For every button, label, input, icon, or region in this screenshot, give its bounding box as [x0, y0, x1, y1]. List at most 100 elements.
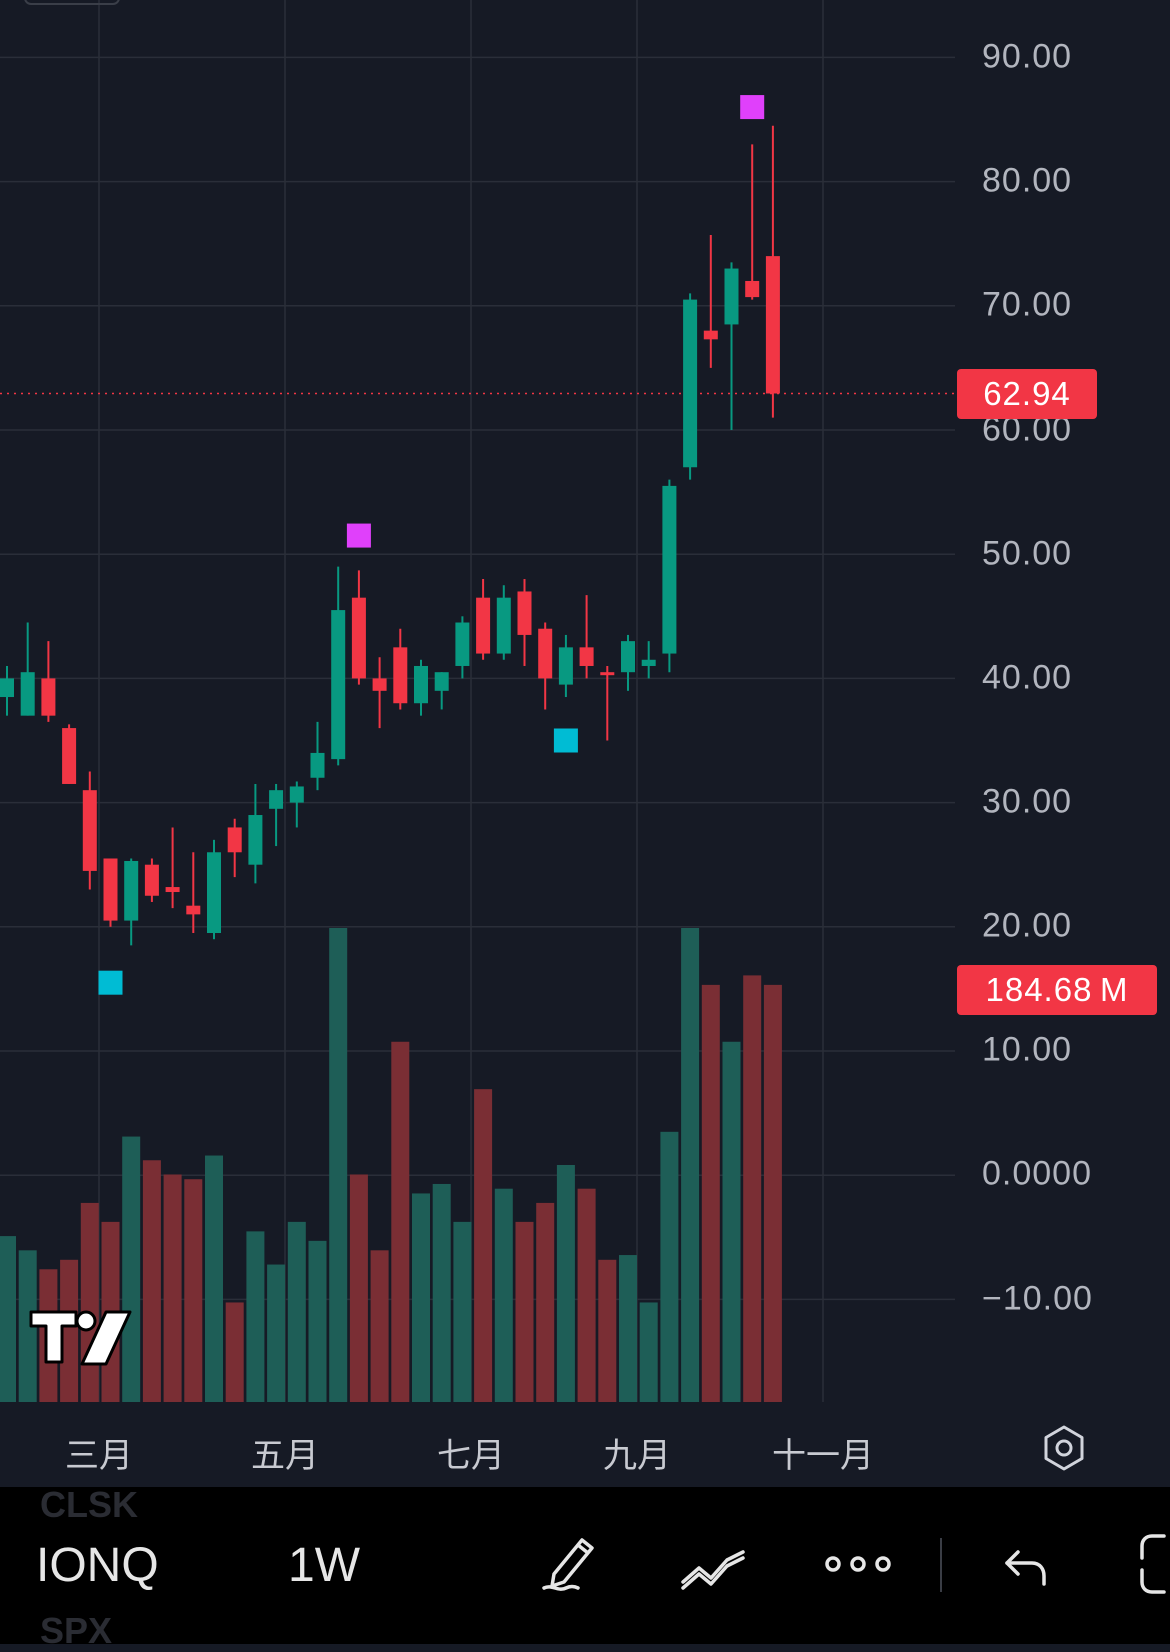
volume-bar [122, 1136, 141, 1402]
candle-body [372, 678, 387, 691]
candle-body [248, 815, 263, 865]
candle-body [227, 827, 242, 853]
volume-bar [494, 1188, 513, 1402]
low-signal-marker [98, 970, 123, 995]
candle-body [124, 860, 139, 921]
candle-body [434, 672, 449, 691]
candle-body [207, 852, 221, 934]
volume-bar [515, 1221, 534, 1402]
volume-bar [246, 1231, 265, 1402]
volume-bar [453, 1221, 472, 1402]
volume-bar [370, 1250, 389, 1402]
candle-body [558, 647, 573, 685]
candle-body [745, 280, 760, 298]
candle-body [62, 728, 77, 784]
volume-bar [701, 984, 720, 1402]
volume-bar [639, 1302, 658, 1402]
candle-body [186, 905, 201, 915]
candle-body [41, 678, 56, 716]
volume-bar [205, 1155, 223, 1402]
volume-bar [60, 1259, 79, 1402]
volume-bar [619, 1255, 637, 1402]
candle-body [600, 672, 615, 676]
candle-body [144, 864, 159, 896]
volume-bar [142, 1160, 161, 1402]
candle-body [724, 268, 739, 325]
trend-line-icon[interactable] [677, 1544, 749, 1592]
high-signal-marker [346, 523, 371, 548]
volume-label: 184.68 M [957, 965, 1157, 1015]
candle-body [517, 591, 532, 635]
ghost-symbol-above: CLSK [40, 1484, 138, 1525]
price-tick: 80.00 [982, 161, 1073, 200]
candle-body [703, 330, 718, 340]
toolbar-divider [940, 1538, 942, 1592]
price-tick: 70.00 [982, 285, 1073, 324]
candle-body [476, 597, 491, 654]
volume-bar [0, 1236, 16, 1402]
candle-body [0, 678, 14, 698]
candle-body [579, 647, 594, 666]
pencil-icon[interactable] [538, 1530, 602, 1594]
volume-bar [308, 1240, 327, 1402]
fullscreen-icon[interactable] [1134, 1532, 1170, 1596]
chart-area[interactable]: 90.00 80.00 70.00 60.00 50.00 40.00 30.0… [0, 0, 1170, 1487]
candlestick-chart[interactable] [0, 0, 1170, 1487]
price-tick: 40.00 [982, 658, 1073, 697]
symbol-selector[interactable]: IONQ [36, 1539, 159, 1592]
undo-icon[interactable] [1002, 1544, 1050, 1592]
candle-body [310, 752, 325, 778]
low-signal-marker [553, 728, 578, 753]
month-label-sep: 九月 [603, 1437, 671, 1475]
ghost-symbol-below: SPX [40, 1610, 113, 1651]
volume-bar [80, 1202, 99, 1402]
volume-bar [18, 1250, 37, 1402]
price-tick: 0.0000 [982, 1154, 1092, 1193]
price-tick: −10.00 [982, 1279, 1093, 1318]
more-icon[interactable] [823, 1552, 893, 1576]
volume-bar [763, 984, 782, 1402]
candle-body [683, 299, 698, 468]
candle-body [538, 628, 553, 679]
candle-body [662, 485, 677, 654]
volume-bar [660, 1131, 679, 1402]
volume-bar [184, 1179, 203, 1402]
month-label-mar: 三月 [65, 1437, 133, 1475]
tradingview-logo [29, 1310, 132, 1366]
volume-bar [556, 1165, 575, 1402]
volume-bar [412, 1193, 430, 1402]
volume-bar [225, 1302, 244, 1402]
candle-body [414, 665, 428, 704]
candle-body [289, 786, 304, 803]
candle-body [393, 647, 408, 704]
candle-body [82, 790, 97, 871]
candle-body [103, 858, 118, 921]
volume-bar [163, 1174, 182, 1402]
price-tick: 50.00 [982, 534, 1073, 573]
candle-body [765, 256, 780, 394]
interval-selector[interactable]: 1W [288, 1539, 360, 1592]
volume-bar [349, 1174, 368, 1402]
last-price-label: 62.94 [957, 369, 1097, 419]
volume-bar [598, 1259, 617, 1402]
month-label-may: 五月 [251, 1437, 319, 1475]
volume-bar [391, 1041, 410, 1402]
volume-bar [743, 975, 762, 1402]
candle-body [20, 672, 35, 716]
candle-body [165, 887, 180, 893]
volume-bar [432, 1183, 451, 1402]
price-tick: 10.00 [982, 1030, 1073, 1069]
volume-bar [722, 1041, 741, 1402]
volume-bar [474, 1089, 493, 1402]
top-overlay-outline [24, 0, 120, 5]
candle-body [331, 610, 346, 760]
volume-bar [267, 1264, 286, 1402]
volume-bar [287, 1221, 306, 1402]
volume-bar [536, 1202, 555, 1402]
candle-body [351, 597, 366, 679]
volume-bar [577, 1188, 596, 1402]
month-label-nov: 十一月 [772, 1437, 874, 1475]
settings-icon[interactable] [1040, 1424, 1088, 1472]
candle-body [269, 790, 284, 809]
volume-bar [681, 928, 700, 1402]
